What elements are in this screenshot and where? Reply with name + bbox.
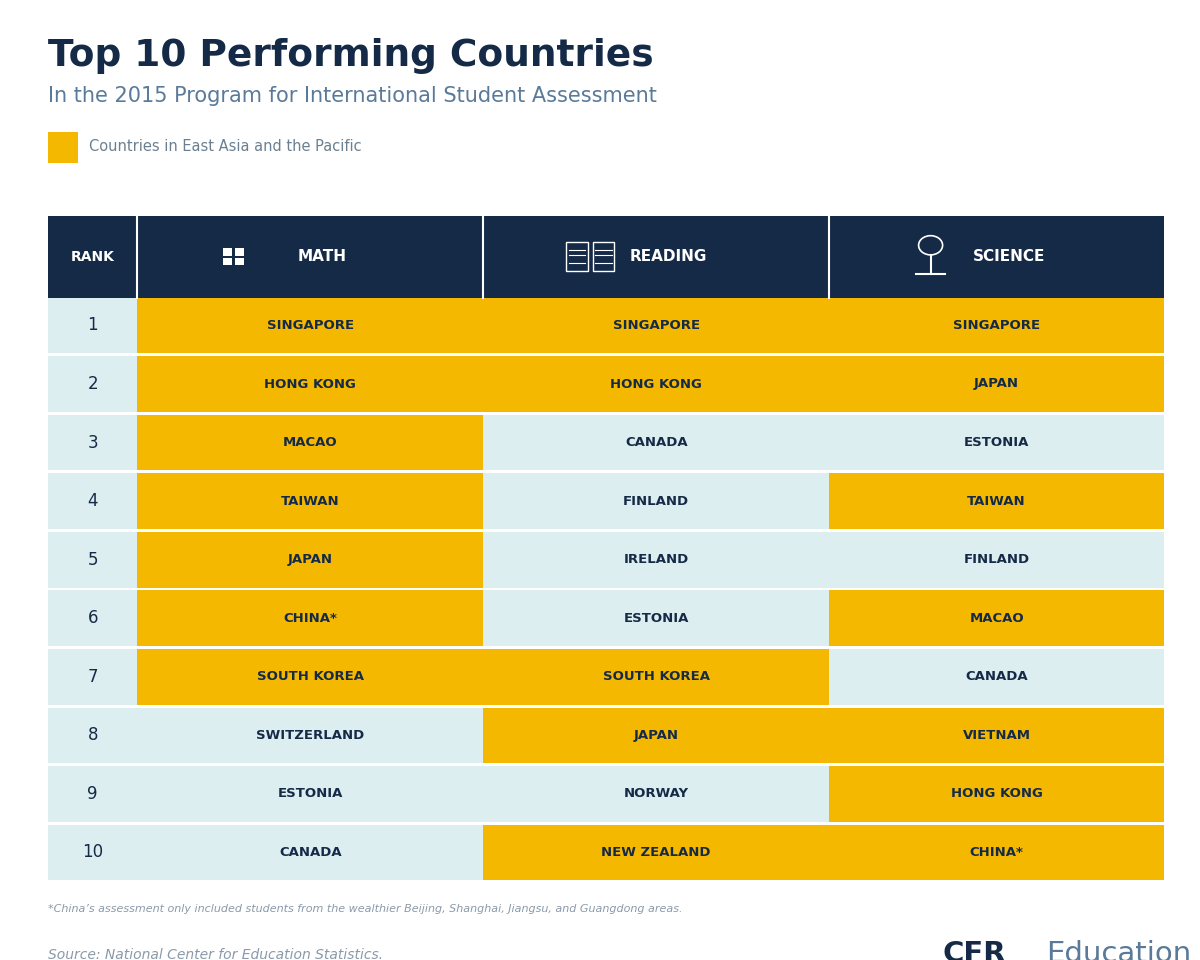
Bar (48, 708, 137, 763)
Text: ESTONIA: ESTONIA (277, 787, 343, 801)
Bar (48, 825, 137, 880)
Bar (48, 216, 1164, 298)
Text: FINLAND: FINLAND (623, 494, 689, 508)
Text: Source: National Center for Education Statistics.: Source: National Center for Education St… (48, 948, 383, 960)
Bar (137, 298, 484, 353)
Text: SINGAPORE: SINGAPORE (613, 319, 700, 332)
Bar (484, 473, 829, 529)
Text: SINGAPORE: SINGAPORE (266, 319, 354, 332)
Text: MACAO: MACAO (970, 612, 1024, 625)
Text: 4: 4 (88, 492, 98, 510)
Text: FINLAND: FINLAND (964, 553, 1030, 566)
Text: Top 10 Performing Countries: Top 10 Performing Countries (48, 38, 654, 75)
Bar (48, 132, 78, 163)
Text: Education: Education (1046, 940, 1192, 960)
Bar (566, 242, 588, 271)
Text: In the 2015 Program for International Student Assessment: In the 2015 Program for International St… (48, 86, 656, 107)
Bar (137, 356, 484, 412)
Bar (829, 532, 1164, 588)
Bar (484, 298, 829, 353)
Bar (829, 649, 1164, 705)
Bar (484, 532, 829, 588)
Bar (829, 825, 1164, 880)
Bar (48, 766, 137, 822)
Text: SWITZERLAND: SWITZERLAND (256, 729, 365, 742)
Bar (484, 649, 829, 705)
Bar (137, 415, 484, 470)
Bar (829, 590, 1164, 646)
Text: CANADA: CANADA (625, 436, 688, 449)
Text: NEW ZEALAND: NEW ZEALAND (601, 846, 710, 859)
Text: HONG KONG: HONG KONG (264, 377, 356, 391)
Text: MACAO: MACAO (283, 436, 337, 449)
Text: NORWAY: NORWAY (624, 787, 689, 801)
Bar (484, 415, 829, 470)
Text: 5: 5 (88, 551, 98, 568)
Bar (137, 532, 484, 588)
Bar (484, 825, 829, 880)
Text: SCIENCE: SCIENCE (972, 250, 1045, 264)
Bar (234, 248, 245, 256)
Text: SOUTH KOREA: SOUTH KOREA (257, 670, 364, 684)
Bar (137, 649, 484, 705)
Bar (223, 257, 233, 265)
Text: SOUTH KOREA: SOUTH KOREA (602, 670, 709, 684)
Text: JAPAN: JAPAN (974, 377, 1019, 391)
Text: CHINA*: CHINA* (970, 846, 1024, 859)
Bar (829, 298, 1164, 353)
Bar (137, 708, 484, 763)
Bar (484, 590, 829, 646)
Bar (137, 766, 484, 822)
Text: HONG KONG: HONG KONG (950, 787, 1043, 801)
Text: 3: 3 (88, 434, 98, 451)
Bar (48, 590, 137, 646)
Bar (484, 356, 829, 412)
Bar (223, 248, 233, 256)
Bar (829, 708, 1164, 763)
Text: READING: READING (630, 250, 707, 264)
Text: CANADA: CANADA (278, 846, 342, 859)
Bar (48, 649, 137, 705)
Bar (137, 590, 484, 646)
Text: CFR: CFR (942, 940, 1006, 960)
Text: Countries in East Asia and the Pacific: Countries in East Asia and the Pacific (89, 139, 361, 155)
Text: 6: 6 (88, 610, 98, 627)
Text: RANK: RANK (71, 250, 114, 264)
Text: 7: 7 (88, 668, 98, 685)
Bar (48, 356, 137, 412)
Text: 2: 2 (88, 375, 98, 393)
Text: HONG KONG: HONG KONG (611, 377, 702, 391)
Text: TAIWAN: TAIWAN (281, 494, 340, 508)
Text: IRELAND: IRELAND (624, 553, 689, 566)
Text: JAPAN: JAPAN (634, 729, 679, 742)
Bar (829, 766, 1164, 822)
Text: 9: 9 (88, 785, 98, 803)
Text: CHINA*: CHINA* (283, 612, 337, 625)
Bar (829, 356, 1164, 412)
Bar (48, 298, 137, 353)
Bar (484, 708, 829, 763)
Text: VIETNAM: VIETNAM (962, 729, 1031, 742)
Bar (48, 473, 137, 529)
Text: *China’s assessment only included students from the wealthier Beijing, Shanghai,: *China’s assessment only included studen… (48, 904, 683, 914)
Text: JAPAN: JAPAN (288, 553, 332, 566)
Bar (48, 532, 137, 588)
Text: MATH: MATH (298, 250, 347, 264)
Text: SINGAPORE: SINGAPORE (953, 319, 1040, 332)
Bar (137, 825, 484, 880)
Bar (829, 415, 1164, 470)
Text: ESTONIA: ESTONIA (964, 436, 1030, 449)
Bar (137, 473, 484, 529)
Text: TAIWAN: TAIWAN (967, 494, 1026, 508)
Bar (484, 766, 829, 822)
Bar (48, 415, 137, 470)
Text: 1: 1 (88, 317, 98, 334)
Text: 8: 8 (88, 727, 98, 744)
Text: 10: 10 (82, 844, 103, 861)
Bar (829, 473, 1164, 529)
Bar (234, 257, 245, 265)
Text: ESTONIA: ESTONIA (624, 612, 689, 625)
Text: CANADA: CANADA (965, 670, 1028, 684)
Bar (593, 242, 614, 271)
